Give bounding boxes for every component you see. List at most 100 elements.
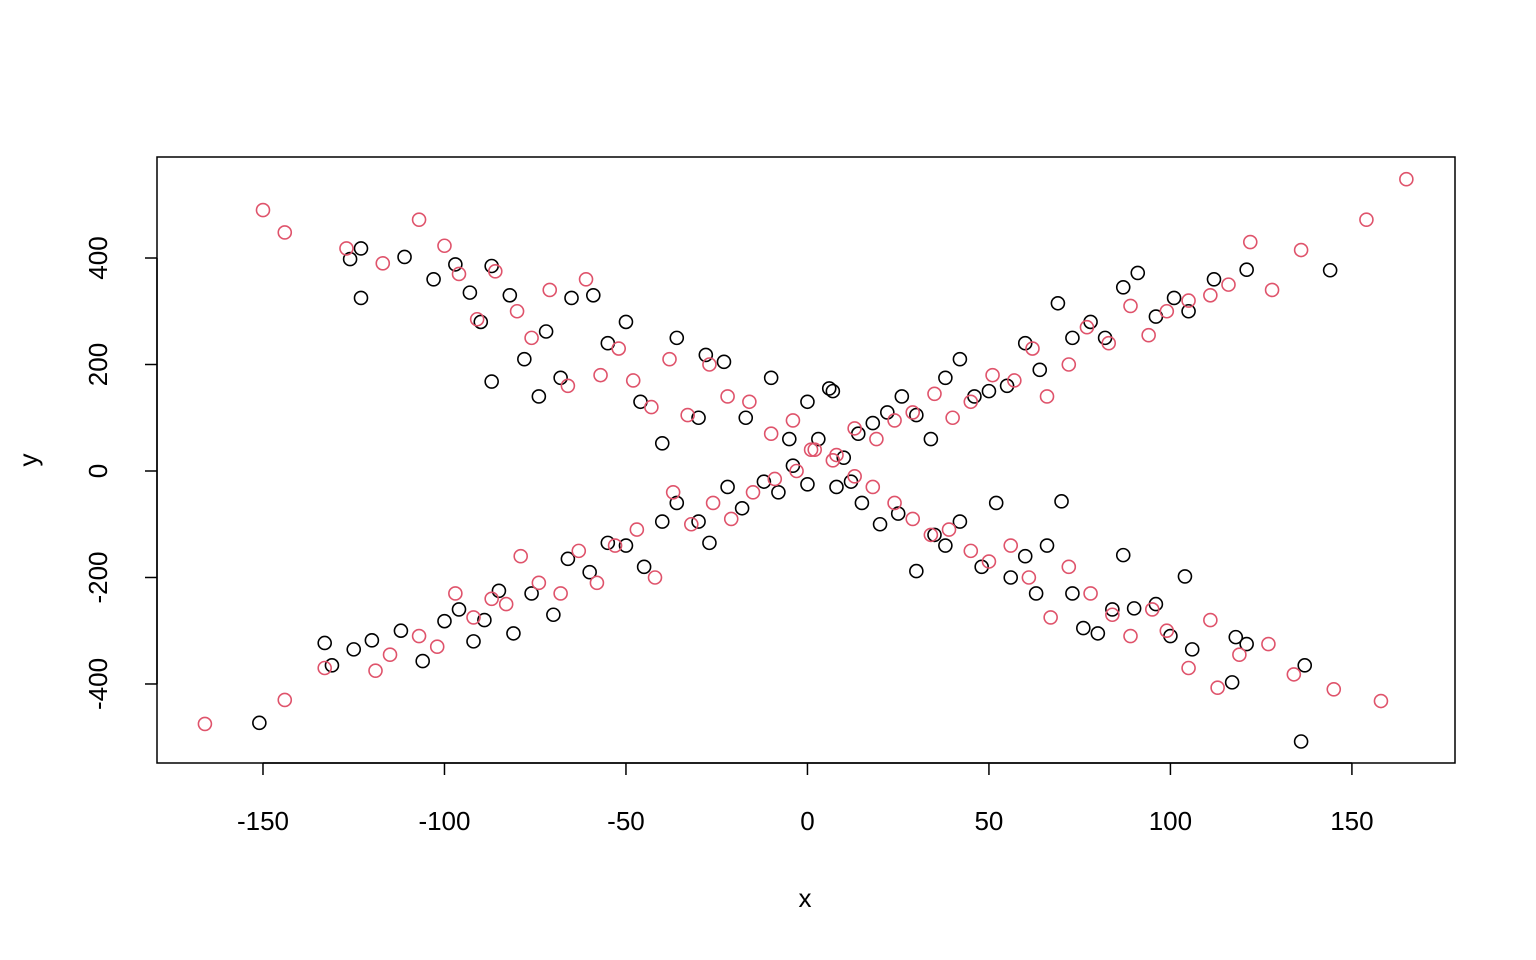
point: [705, 495, 721, 511]
point: [1065, 330, 1080, 346]
point: [952, 514, 968, 529]
point: [502, 287, 518, 303]
point: [491, 583, 507, 599]
point: [1203, 612, 1218, 628]
point: [644, 399, 659, 415]
point: [1007, 373, 1022, 388]
point: [1181, 293, 1196, 308]
point: [698, 347, 714, 363]
point: [1039, 538, 1055, 553]
point: [847, 469, 862, 484]
point: [1079, 319, 1095, 335]
point: [691, 410, 706, 426]
point: [963, 394, 979, 410]
point: [393, 623, 409, 639]
point: [509, 303, 525, 319]
point: [277, 225, 293, 240]
x-tick-label: 50: [974, 806, 1003, 836]
point: [342, 251, 358, 267]
point: [952, 351, 968, 367]
point: [451, 266, 467, 282]
point: [382, 647, 398, 662]
point: [513, 548, 529, 564]
point: [1061, 559, 1077, 575]
point: [593, 367, 608, 383]
point: [1242, 234, 1258, 250]
point: [723, 511, 739, 527]
point: [985, 367, 1000, 383]
point: [411, 628, 427, 644]
point: [909, 407, 924, 423]
point: [1105, 607, 1120, 623]
point: [1221, 277, 1236, 292]
point: [894, 389, 910, 404]
point: [1065, 586, 1080, 601]
point: [538, 324, 554, 339]
point: [1115, 279, 1131, 295]
point: [531, 389, 547, 404]
point: [469, 311, 485, 327]
point: [1025, 341, 1040, 356]
point: [720, 479, 735, 495]
point: [636, 559, 652, 575]
point: [462, 285, 478, 300]
x-tick-label: -100: [418, 806, 470, 836]
point: [1322, 262, 1338, 278]
point: [1232, 647, 1247, 662]
point: [1228, 629, 1244, 645]
point: [397, 249, 412, 265]
point: [578, 272, 594, 287]
point: [1039, 389, 1055, 404]
point: [988, 495, 1004, 511]
point: [745, 484, 761, 500]
point: [625, 373, 641, 388]
point: [941, 522, 957, 537]
point: [847, 421, 862, 436]
point: [553, 586, 568, 601]
point: [789, 463, 804, 479]
point: [571, 543, 587, 559]
point: [1090, 626, 1106, 641]
point: [368, 663, 383, 678]
point: [1061, 357, 1077, 372]
point: [582, 564, 597, 580]
point: [800, 394, 815, 410]
point: [484, 374, 499, 389]
point: [803, 442, 819, 457]
point: [1181, 303, 1196, 319]
point: [880, 405, 895, 420]
point: [1239, 262, 1254, 278]
point: [854, 495, 870, 511]
point: [923, 431, 939, 447]
point: [821, 381, 837, 396]
point: [1206, 272, 1222, 287]
point: [734, 500, 750, 516]
point: [662, 351, 677, 367]
point: [448, 257, 463, 272]
point: [498, 596, 514, 612]
point: [1050, 295, 1066, 311]
x-tick-label: 0: [800, 806, 814, 836]
point: [339, 241, 354, 256]
point: [825, 383, 841, 399]
point: [836, 450, 852, 465]
point: [426, 272, 441, 287]
point: [811, 431, 826, 447]
point: [411, 212, 427, 227]
point: [738, 410, 754, 426]
point: [429, 639, 445, 655]
y-tick-label: 200: [83, 343, 113, 386]
point: [702, 357, 717, 372]
point: [466, 610, 481, 625]
point: [1003, 570, 1019, 585]
point: [981, 383, 997, 399]
point: [683, 516, 699, 532]
point: [938, 538, 953, 553]
point: [487, 264, 503, 279]
point: [905, 511, 921, 527]
point: [585, 287, 601, 303]
y-tick-label: -400: [83, 658, 113, 710]
point: [890, 506, 906, 521]
point: [346, 642, 362, 657]
point: [448, 586, 463, 601]
